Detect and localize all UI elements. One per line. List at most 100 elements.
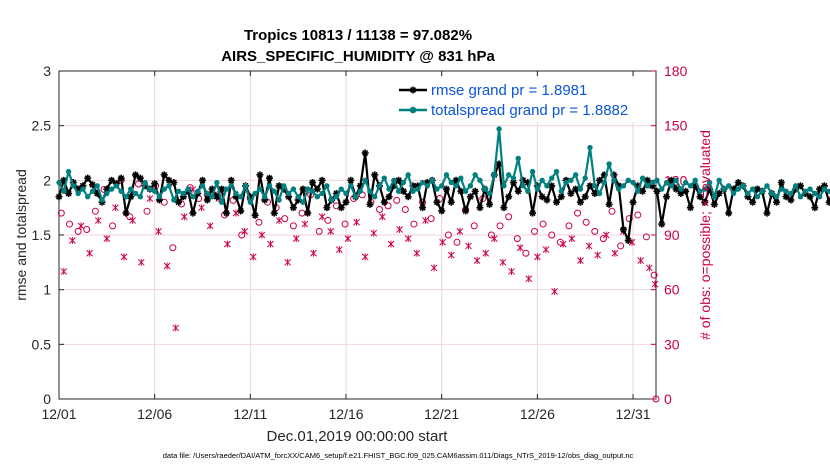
totalspread-point [482, 186, 488, 192]
possible-obs-point [238, 231, 246, 239]
totalspread-point [285, 190, 292, 197]
totalspread-point [309, 188, 316, 194]
legend-rmse-marker [409, 86, 417, 94]
star-stroke [60, 177, 67, 184]
y2-tick-label: 180 [664, 63, 688, 79]
star-stroke [386, 193, 393, 200]
totalspread-point [467, 183, 474, 189]
totalspread-point [199, 183, 206, 189]
totalspread-point [233, 190, 239, 197]
evaluated-obs-point [163, 262, 171, 270]
star-stroke [582, 193, 589, 200]
possible-obs-point [91, 207, 99, 215]
evaluated-obs-point [370, 229, 378, 237]
rmse-point [572, 185, 580, 193]
evaluated-obs-point [335, 246, 343, 254]
star-stroke [725, 210, 732, 217]
star-stroke [749, 199, 756, 206]
evaluated-obs-point [258, 231, 266, 239]
star-stroke [237, 207, 244, 214]
totalspread-point [587, 144, 593, 151]
totalspread-point [271, 188, 277, 194]
totalspread-point [458, 175, 464, 181]
evaluated-obs-point [637, 257, 645, 265]
possible-obs-point [505, 213, 513, 221]
star-stroke [314, 186, 321, 193]
rmse-point [605, 200, 613, 208]
evaluated-obs-point [602, 231, 610, 239]
star-stroke [309, 179, 316, 186]
totalspread-point [156, 194, 163, 200]
possible-obs-point [574, 209, 582, 217]
evaluated-obs-point [516, 244, 524, 252]
totalspread-point [391, 177, 397, 184]
star-stroke [395, 177, 402, 184]
star-stroke [658, 221, 665, 228]
rmse-point [237, 207, 245, 215]
star-stroke [754, 186, 761, 193]
y-tick-label: 3 [43, 63, 51, 79]
star-stroke [362, 149, 369, 157]
totalspread-point [424, 183, 431, 189]
rmse-point [471, 187, 479, 195]
star-stroke [199, 177, 206, 184]
rmse-point [466, 193, 474, 201]
rmse-point [773, 198, 781, 206]
evaluated-obs-point [585, 242, 593, 250]
star-stroke [620, 226, 627, 233]
y-tick-label: 1 [43, 282, 51, 298]
evaluated-obs-point [534, 253, 541, 261]
rmse-point [619, 226, 627, 234]
totalspread-point [620, 183, 627, 189]
totalspread-point [596, 190, 603, 197]
star-stroke [342, 199, 350, 206]
star-stroke [84, 175, 91, 182]
possible-obs-point [634, 211, 642, 219]
star-stroke [629, 199, 637, 206]
totalspread-point [70, 183, 77, 189]
star-stroke [276, 182, 283, 189]
rmse-point [543, 196, 551, 204]
rmse-point [251, 211, 259, 219]
rmse-point [136, 174, 144, 182]
possible-obs-point [281, 215, 289, 223]
x-tick-label: 12/26 [520, 406, 555, 422]
totalspread-point [438, 183, 445, 189]
star-stroke [256, 171, 263, 178]
star-stroke [682, 188, 689, 195]
possible-obs-point [384, 202, 392, 210]
star-stroke [299, 186, 307, 193]
rmse-point [653, 187, 661, 195]
rmse-point [385, 193, 393, 201]
totalspread-point [639, 175, 646, 181]
rmse-point [553, 198, 560, 206]
star-stroke [553, 199, 560, 206]
star-stroke [55, 193, 63, 200]
totalspread-point [80, 186, 86, 192]
rmse-point [452, 176, 460, 184]
totalspread-point [214, 179, 220, 186]
rmse-point [557, 193, 565, 201]
star-stroke [209, 186, 216, 193]
totalspread-point [405, 172, 411, 178]
star-stroke [826, 200, 830, 206]
star-stroke [338, 204, 345, 211]
star-stroke [122, 210, 130, 217]
totalspread-point [228, 183, 234, 189]
evaluated-obs-point [645, 264, 653, 272]
evaluated-obs-point [396, 226, 403, 234]
rmse-point [514, 187, 522, 195]
totalspread-point [147, 186, 153, 192]
totalspread-point [534, 186, 541, 192]
grid [59, 71, 656, 399]
rmse-point [366, 200, 374, 208]
evaluated-obs-point [577, 257, 584, 265]
totalspread-point [668, 183, 675, 189]
totalspread-point [654, 177, 660, 184]
totalspread-point [195, 188, 201, 194]
totalspread-point [606, 161, 612, 167]
evaluated-obs-point [482, 249, 490, 257]
x-axis-label: Dec.01,2019 00:00:00 start [267, 428, 449, 445]
totalspread-point [754, 194, 761, 200]
star-stroke [763, 210, 771, 217]
